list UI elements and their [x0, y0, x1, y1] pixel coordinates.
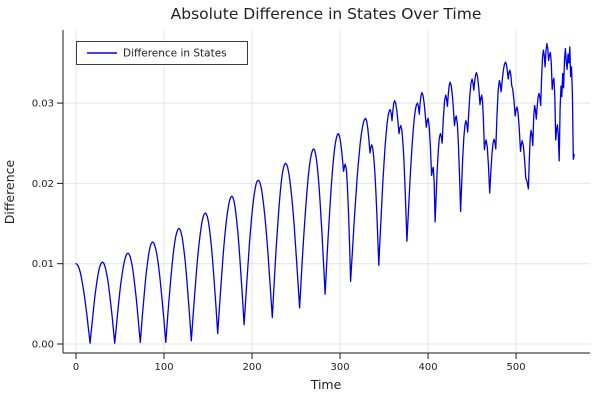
- y-axis-label: Difference: [2, 159, 17, 224]
- axis-spines: [62, 30, 590, 354]
- gridlines: [63, 30, 590, 353]
- x-tick-label: 200: [242, 362, 261, 373]
- series-line-difference-in-states: [75, 43, 575, 344]
- legend-label: Difference in States: [123, 48, 227, 60]
- x-axis-label: Time: [310, 377, 342, 392]
- axis-ticks: [57, 102, 517, 359]
- chart-title: Absolute Difference in States Over Time: [171, 5, 482, 23]
- y-tick-label: 0.03: [32, 99, 54, 110]
- x-tick-label: 300: [331, 362, 350, 373]
- x-tick-label: 100: [154, 362, 173, 373]
- y-tick-label: 0.02: [32, 179, 54, 190]
- y-tick-label: 0.01: [32, 259, 54, 270]
- x-tick-label: 400: [419, 362, 438, 373]
- x-tick-label: 0: [73, 362, 79, 373]
- legend-box: [76, 41, 248, 65]
- x-tick-label: 500: [507, 362, 526, 373]
- axis-tick-labels: 0 100 200 300 400 500 0.00 0.01 0.02 0.03: [32, 99, 526, 373]
- y-tick-label: 0.00: [32, 340, 54, 351]
- legend: Difference in States: [76, 41, 248, 65]
